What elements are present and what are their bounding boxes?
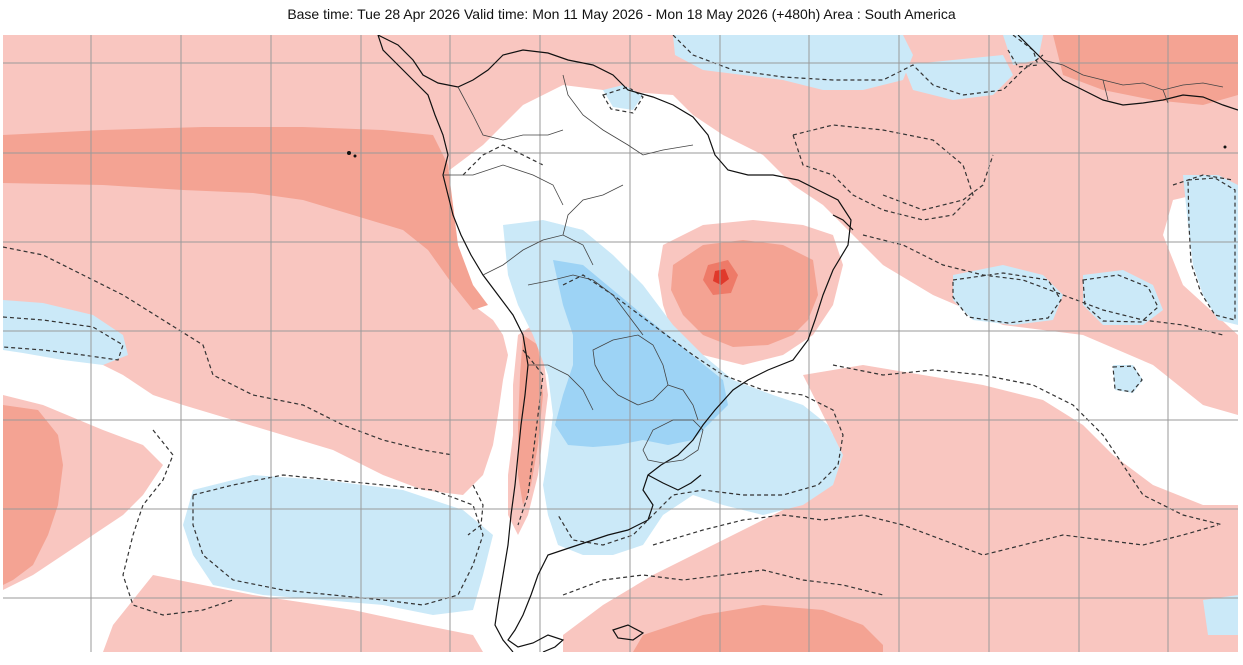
graticule: [3, 35, 1238, 652]
cool-anomaly-medium: [553, 260, 728, 447]
coastline-africa: [1017, 35, 1238, 111]
warm-anomaly-extreme: [713, 269, 729, 285]
islands: [347, 145, 1227, 158]
anomaly-map: [3, 35, 1238, 652]
map-title: Base time: Tue 28 Apr 2026 Valid time: M…: [287, 6, 956, 22]
country-borders: [443, 59, 1224, 464]
dashed-contours: [3, 35, 1236, 616]
coastline: [377, 35, 854, 652]
